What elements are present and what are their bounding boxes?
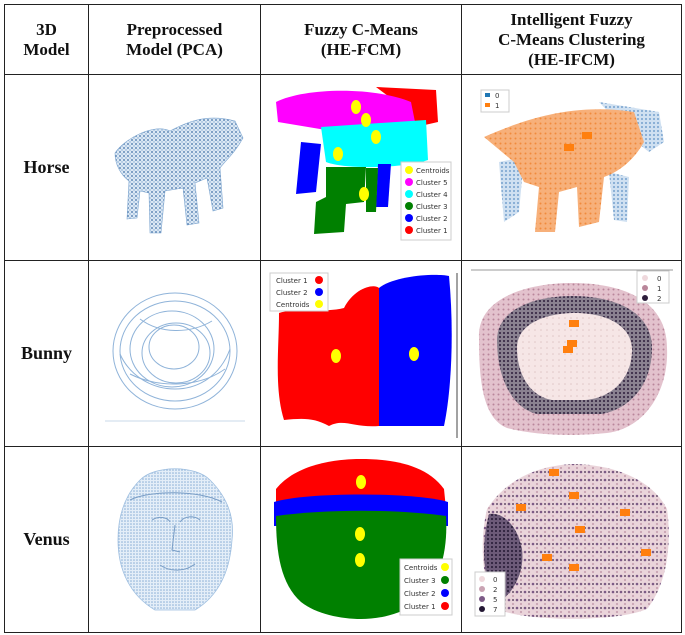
horse-fcm-legend-4: Cluster 2 (416, 215, 448, 223)
bunny-fcm-legend-2: Centroids (276, 301, 310, 309)
venus-ifcm-legend-1: 2 (493, 586, 497, 594)
horse-fcm-legend-3: Cluster 3 (416, 203, 448, 211)
header-ifcm-text: Intelligent Fuzzy C-Means Clustering (HE… (498, 9, 645, 69)
header-ifcm: Intelligent Fuzzy C-Means Clustering (HE… (461, 4, 682, 75)
row-label-bunny: Bunny (4, 260, 89, 447)
horse-ifcm-legend-1: 1 (495, 102, 499, 110)
bunny-pca-cell (88, 260, 261, 447)
bunny-ifcm-legend-0: 0 (657, 275, 661, 283)
venus-ifcm-cell: 0 2 5 7 (461, 446, 682, 633)
header-fcm: Fuzzy C-Means (HE-FCM) (260, 4, 462, 75)
venus-ifcm-legend-0: 0 (493, 576, 497, 584)
bunny-fcm-image: Cluster 1 Cluster 2 Centroids (269, 272, 457, 438)
horse-fcm-legend-1: Cluster 5 (416, 179, 448, 187)
venus-pca-cell (88, 446, 261, 633)
header-3d-model: 3D Model (4, 4, 89, 75)
horse-ifcm-legend: 0 1 (480, 89, 510, 112)
horse-ifcm-legend-0: 0 (495, 92, 499, 100)
venus-ifcm-legend-2: 5 (493, 596, 497, 604)
venus-pca-image (117, 467, 233, 610)
horse-fcm-legend: Centroids Cluster 5 Cluster 4 Cluster 3 … (400, 161, 452, 240)
horse-fcm-cell: Centroids Cluster 5 Cluster 4 Cluster 3 … (260, 74, 462, 261)
row-label-horse: Horse (4, 74, 89, 261)
bunny-ifcm-legend: 0 1 2 (636, 270, 669, 303)
header-3d-model-text: 3D Model (23, 19, 70, 59)
bunny-fcm-legend-1: Cluster 2 (276, 289, 308, 297)
bunny-ifcm-legend-2: 2 (657, 295, 661, 303)
horse-pca-cell (88, 74, 261, 261)
venus-ifcm-image: 0 2 5 7 (474, 463, 669, 619)
venus-ifcm-legend: 0 2 5 7 (474, 571, 505, 616)
horse-fcm-image: Centroids Cluster 5 Cluster 4 Cluster 3 … (276, 86, 452, 240)
row-label-venus: Venus (4, 446, 89, 633)
bunny-fcm-legend: Cluster 1 Cluster 2 Centroids (269, 272, 328, 311)
header-preprocessed: Preprocessed Model (PCA) (88, 4, 261, 75)
bunny-ifcm-image: 0 1 2 (470, 269, 673, 435)
row-label-bunny-text: Bunny (20, 343, 73, 363)
horse-fcm-legend-5: Cluster 1 (416, 227, 448, 235)
bunny-pca-image (104, 292, 245, 421)
horse-fcm-legend-0: Centroids (416, 167, 450, 175)
venus-fcm-image: Centroids Cluster 3 Cluster 2 Cluster 1 (274, 458, 453, 619)
header-preprocessed-text: Preprocessed Model (PCA) (126, 19, 223, 59)
bunny-ifcm-cell: 0 1 2 (461, 260, 682, 447)
horse-ifcm-image: 0 1 (480, 89, 664, 232)
venus-fcm-legend-1: Cluster 3 (404, 577, 436, 585)
bunny-ifcm-legend-1: 1 (657, 285, 661, 293)
row-label-venus-text: Venus (23, 529, 70, 549)
venus-ifcm-legend-3: 7 (493, 606, 497, 614)
horse-pca-image (114, 117, 243, 233)
bunny-fcm-cell: Cluster 1 Cluster 2 Centroids (260, 260, 462, 447)
bunny-fcm-legend-0: Cluster 1 (276, 277, 308, 285)
venus-fcm-legend: Centroids Cluster 3 Cluster 2 Cluster 1 (399, 558, 453, 615)
header-fcm-text: Fuzzy C-Means (HE-FCM) (304, 19, 418, 59)
horse-fcm-legend-2: Cluster 4 (416, 191, 448, 199)
row-label-horse-text: Horse (23, 157, 70, 177)
venus-fcm-legend-3: Cluster 1 (404, 603, 436, 611)
results-table: 3D Model Preprocessed Model (PCA) Fuzzy … (4, 4, 682, 633)
venus-fcm-legend-2: Cluster 2 (404, 590, 436, 598)
horse-ifcm-cell: 0 1 (461, 74, 682, 261)
venus-fcm-cell: Centroids Cluster 3 Cluster 2 Cluster 1 (260, 446, 462, 633)
venus-fcm-legend-0: Centroids (404, 564, 438, 572)
